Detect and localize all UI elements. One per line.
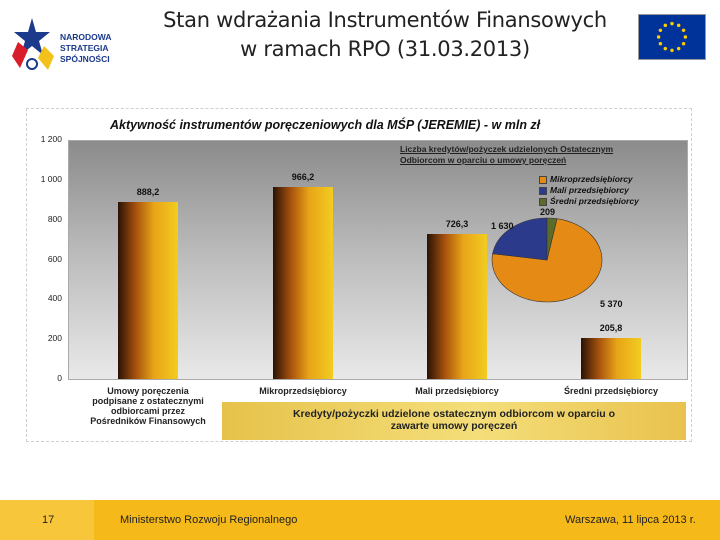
pie-slice	[492, 217, 548, 261]
eu-star	[681, 41, 686, 46]
legend-swatch	[539, 198, 547, 206]
bar	[581, 338, 641, 379]
eu-star	[683, 35, 688, 39]
bar-value-label: 726,3	[445, 219, 469, 230]
y-tick-label: 600	[47, 253, 62, 264]
x-tick-label: Mikroprzedsiębiorcy	[259, 386, 347, 396]
eu-star	[658, 28, 663, 33]
y-tick-label: 200	[47, 333, 62, 344]
chart-title: Aktywność instrumentów poręczeniowych dl…	[110, 118, 541, 132]
bar	[427, 234, 487, 379]
legend-item-label: Mikroprzedsiębiorcy	[550, 174, 633, 184]
legend-swatch	[539, 176, 547, 184]
eu-star	[676, 23, 681, 28]
footer-ministry: Ministerstwo Rozwoju Regionalnego	[120, 514, 298, 526]
legend-item-label: Mali przedsiębiorcy	[550, 185, 629, 195]
logo-line-2: STRATEGIA SPÓJNOŚCI	[60, 43, 110, 64]
caption-line-1: Kredyty/pożyczki udzielone ostatecznym o…	[292, 408, 616, 420]
bar	[118, 202, 178, 379]
legend-swatch	[539, 187, 547, 195]
eu-star	[681, 28, 686, 33]
eu-flag-icon	[638, 14, 706, 60]
legend-item-label: Średni przedsiębiorcy	[550, 196, 639, 206]
caption-line-2: zawarte umowy poręczeń	[390, 420, 518, 432]
eu-star	[670, 48, 674, 53]
eu-star	[658, 41, 663, 46]
x-tick-label: Umowy poręczenia podpisane z ostatecznym…	[90, 386, 206, 426]
pie-slice	[546, 217, 558, 261]
bar-value-label: 888,2	[136, 187, 160, 198]
x-tick-label: Mali przedsiębiorcy	[415, 386, 499, 396]
y-tick-label: 800	[47, 213, 62, 224]
logo-star-icon	[8, 12, 56, 74]
eu-star	[663, 23, 668, 28]
chart-caption: Kredyty/pożyczki udzielone ostatecznym o…	[222, 402, 686, 440]
bar-value-label: 205,8	[599, 323, 623, 333]
page-number: 17	[42, 514, 55, 526]
chart-frame	[26, 108, 692, 442]
page-number-box	[0, 500, 94, 540]
eu-star	[676, 46, 681, 51]
bar-value-label: 966,2	[291, 171, 315, 182]
slide-title-line-1: Stan wdrażania Instrumentów Finansowych	[163, 8, 607, 32]
bar	[273, 186, 333, 379]
slide-title: Stan wdrażania Instrumentów Finansowych …	[150, 6, 620, 64]
logo-line-1: NARODOWA	[60, 32, 112, 42]
pie-slice	[491, 218, 603, 303]
eu-star	[663, 46, 668, 51]
y-tick-label: 0	[57, 373, 62, 383]
pie-title-line-2: Odbiorcom w oparciu o umowy poręczeń	[400, 155, 567, 165]
eu-star	[656, 35, 661, 39]
pie-value-label: 5 370	[600, 299, 623, 309]
pie-chart	[491, 217, 603, 303]
pie-value-label: 209	[540, 207, 556, 217]
y-tick-label: 1 000	[40, 173, 62, 184]
footer-place-date: Warszawa, 11 lipca 2013 r.	[565, 514, 696, 526]
pie-legend: Liczba kredytów/pożyczek udzielonych Ost…	[392, 144, 688, 214]
footer: 17 Ministerstwo Rozwoju Regionalnego War…	[0, 500, 720, 540]
x-tick-label: Średni przedsiębiorcy	[563, 386, 659, 396]
slide-title-line-2: w ramach RPO (31.03.2013)	[240, 37, 530, 61]
narodowa-strategia-logo: NARODOWA STRATEGIA SPÓJNOŚCI	[8, 10, 158, 74]
y-tick-label: 400	[47, 293, 62, 304]
y-tick-label: 1 200	[40, 134, 62, 144]
pie-value-label: 1 630	[491, 221, 514, 231]
eu-star	[670, 21, 674, 26]
pie-title-line-1: Liczba kredytów/pożyczek udzielonych Ost…	[400, 144, 614, 154]
